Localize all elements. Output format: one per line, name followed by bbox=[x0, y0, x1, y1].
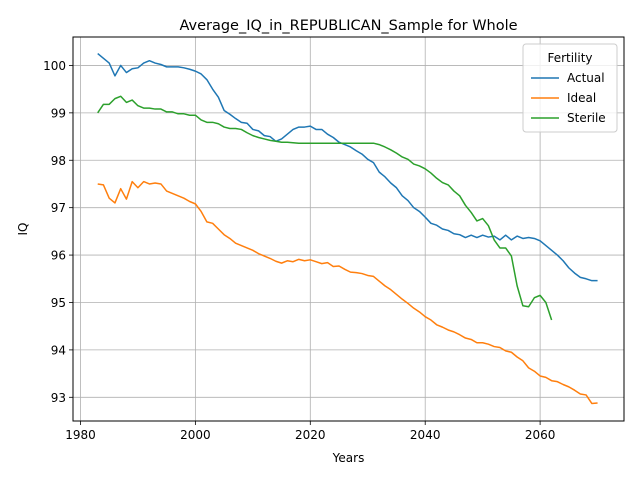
y-tick-label: 95 bbox=[51, 296, 66, 310]
y-tick-label: 100 bbox=[43, 59, 66, 73]
legend-items: Actual Ideal Sterile bbox=[531, 71, 606, 125]
legend-title: Fertility bbox=[547, 51, 592, 65]
y-tick-label: 99 bbox=[51, 106, 66, 120]
series-line-actual bbox=[97, 53, 598, 282]
y-tick-label: 97 bbox=[51, 201, 66, 215]
legend: Fertility Actual Ideal Sterile bbox=[522, 43, 618, 133]
y-tick-label: 94 bbox=[51, 343, 66, 357]
x-axis-ticks: 1980 2000 2020 2040 2060 bbox=[65, 421, 555, 442]
legend-label-ideal: Ideal bbox=[567, 91, 596, 105]
y-axis-ticks: 93 94 95 96 97 98 99 100 bbox=[43, 59, 73, 405]
x-tick-label: 2040 bbox=[410, 428, 441, 442]
y-tick-label: 93 bbox=[51, 391, 66, 405]
y-tick-label: 98 bbox=[51, 154, 66, 168]
x-axis-label: Years bbox=[332, 451, 365, 465]
x-tick-label: 2020 bbox=[295, 428, 326, 442]
y-axis-label: IQ bbox=[16, 223, 30, 236]
legend-label-actual: Actual bbox=[567, 71, 605, 85]
chart-title: Average_IQ_in_REPUBLICAN_Sample for Whol… bbox=[179, 18, 517, 34]
series-line-sterile bbox=[97, 95, 553, 321]
series-lines bbox=[97, 53, 598, 405]
legend-box bbox=[522, 43, 618, 133]
x-tick-label: 1980 bbox=[65, 428, 96, 442]
x-tick-label: 2060 bbox=[525, 428, 556, 442]
series-line-ideal bbox=[97, 180, 598, 405]
plot-area-frame bbox=[72, 36, 625, 422]
legend-label-sterile: Sterile bbox=[567, 111, 606, 125]
x-tick-label: 2000 bbox=[180, 428, 211, 442]
y-tick-label: 96 bbox=[51, 249, 66, 263]
